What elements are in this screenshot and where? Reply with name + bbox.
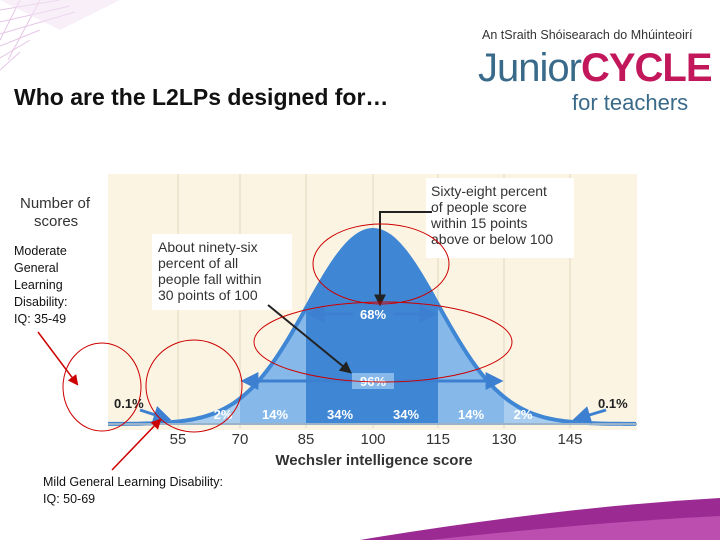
tail-label-right: 0.1% <box>598 396 628 411</box>
tail-arrow-right <box>572 406 607 424</box>
y-axis-label-line-2: scores <box>34 213 78 230</box>
band-label-34-left: 34% <box>327 407 353 422</box>
red-ellipse-left-mid <box>145 339 243 433</box>
logo-brand: JuniorCYCLE <box>478 46 713 91</box>
callout-96-line-4: 30 points of 100 <box>158 287 258 303</box>
moderate-note-line-1: Moderate <box>14 244 67 258</box>
band-label-34-right: 34% <box>393 407 419 422</box>
red-ellipse-left-tail <box>62 342 142 432</box>
red-annotation-marks <box>62 223 513 433</box>
range-label-96-bg <box>352 373 394 389</box>
top-gradient-bar <box>0 0 120 30</box>
x-tick-130: 130 <box>491 431 516 448</box>
y-axis-label-line-1: Number of <box>20 195 91 212</box>
band-label-14-left: 14% <box>262 407 288 422</box>
junior-cycle-logo: An tSraith Shóisearach do Mhúinteoirí Ju… <box>476 28 713 120</box>
logo-subtitle: for teachers <box>572 90 689 115</box>
callout-96-box <box>152 234 292 310</box>
x-tick-85: 85 <box>298 431 315 448</box>
band-label-14-right: 14% <box>458 407 484 422</box>
mild-note-line-2: IQ: 50-69 <box>43 492 96 506</box>
x-tick-115: 115 <box>426 431 450 448</box>
slide-title: Who are the L2LPs designed for… <box>14 84 389 110</box>
bottom-wave <box>360 498 720 540</box>
callout-68-line-2: of people score <box>431 199 527 215</box>
red-ellipse-mid <box>253 301 513 383</box>
callout-96-arrow <box>267 304 352 374</box>
mild-note-arrow <box>111 418 162 471</box>
x-tick-55: 55 <box>170 431 187 448</box>
red-ellipse-peak <box>312 223 450 305</box>
callout-68-line-1: Sixty-eight percent <box>431 183 547 199</box>
callout-68-line-3: within 15 points <box>430 215 528 231</box>
range-label-68: 68% <box>360 307 386 322</box>
tail-arrow-left <box>139 406 172 424</box>
callout-96-line-1: About ninety-six <box>158 239 258 255</box>
callout-68-line-4: above or below 100 <box>431 231 553 247</box>
logo-brand-junior: Junior <box>478 46 582 90</box>
x-tick-70: 70 <box>232 431 249 448</box>
x-tick-100: 100 <box>360 431 385 448</box>
mild-note-line-1: Mild General Learning Disability: <box>43 475 223 489</box>
x-axis-label: Wechsler intelligence score <box>275 452 472 469</box>
moderate-note-line-3: Learning <box>14 278 63 292</box>
moderate-note-line-4: Disability: <box>14 295 68 309</box>
callout-68-box <box>426 178 574 258</box>
range-label-68-bg <box>353 306 393 322</box>
moderate-note-line-5: IQ: 35-49 <box>14 312 67 326</box>
moderate-note-line-2: General <box>14 261 59 275</box>
mild-disability-note: Mild General Learning Disability: IQ: 50… <box>43 474 303 508</box>
callout-96-line-2: percent of all <box>158 255 238 271</box>
moderate-disability-note: Moderate General Learning Disability: IQ… <box>14 243 104 328</box>
callout-68-arrow <box>374 211 432 307</box>
x-tick-145: 145 <box>557 431 582 448</box>
logo-brand-cycle: CYCLE <box>580 46 713 90</box>
iq-distribution-diagram: Number of scores 2% 14% 34% 34% 14% 2% 0… <box>20 174 637 469</box>
band-label-2-right: 2% <box>514 407 533 422</box>
bell-curve-outline <box>108 227 636 426</box>
logo-tagline: An tSraith Shóisearach do Mhúinteoirí <box>482 28 693 42</box>
moderate-note-arrow <box>37 331 79 386</box>
callout-96-line-3: people fall within <box>158 271 262 287</box>
